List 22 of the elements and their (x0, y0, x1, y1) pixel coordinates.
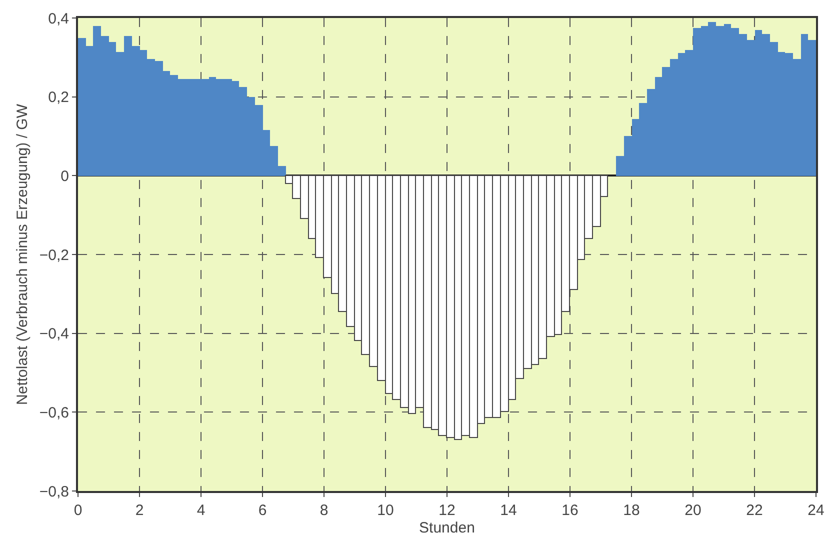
x-tick-label: 22 (746, 502, 763, 519)
x-tick-label: 4 (196, 502, 206, 519)
y-tick-label: −0,2 (39, 246, 69, 264)
y-axis-title: Nettolast (Verbrauch minus Erzeugung) / GW (14, 103, 32, 405)
x-tick-label: 8 (320, 502, 328, 519)
y-tick-label: 0 (60, 168, 69, 185)
x-tick-label: 6 (258, 502, 267, 519)
y-tick-label: 0,4 (48, 10, 69, 28)
x-tick-label: 0 (74, 502, 82, 519)
x-axis-title: Stunden (419, 520, 475, 536)
x-tick-label: 14 (500, 502, 517, 519)
x-tick-label: 10 (377, 502, 394, 519)
y-tick-label: −0,6 (39, 404, 69, 422)
x-tick-label: 24 (808, 502, 824, 519)
y-tick-label: −0,4 (39, 326, 69, 343)
x-tick-label: 18 (623, 502, 640, 519)
x-tick-label: 20 (684, 502, 702, 519)
y-tick-label: −0,8 (39, 483, 69, 500)
x-tick-label: 16 (562, 502, 578, 519)
x-tick-label: 12 (438, 502, 456, 519)
y-tick-label: 0,2 (48, 89, 69, 106)
x-tick-label: 2 (135, 502, 144, 519)
